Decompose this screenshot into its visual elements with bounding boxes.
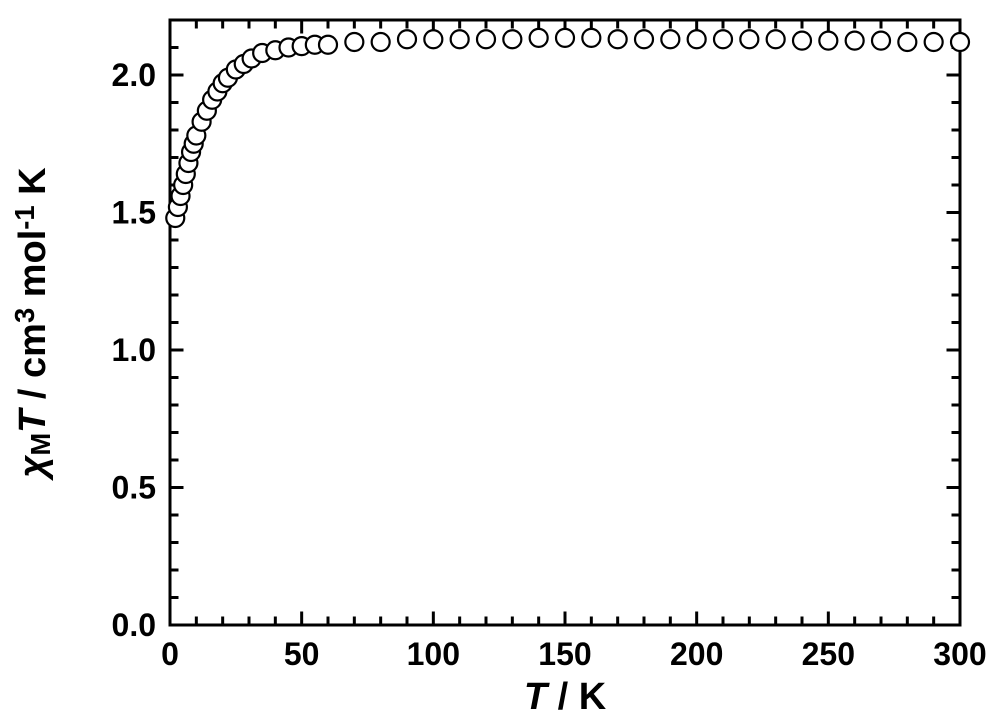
x-tick-label: 50 (284, 636, 320, 672)
data-point (372, 33, 390, 51)
data-point (635, 30, 653, 48)
plot-frame (170, 20, 960, 625)
y-tick-label: 2.0 (112, 57, 156, 93)
series-group (166, 29, 969, 227)
y-tick-label: 1.0 (112, 332, 156, 368)
x-axis-title: T / K (524, 676, 607, 718)
data-point (872, 32, 890, 50)
data-point (925, 33, 943, 51)
x-tick-label: 100 (407, 636, 460, 672)
chart-container: 0 50 100 150 200 250 300 0.0 0.5 1.0 1.5 2.0 T / K χM… (0, 0, 1000, 727)
data-point (424, 30, 442, 48)
data-point (556, 29, 574, 47)
x-tick-label: 250 (802, 636, 855, 672)
data-point (951, 33, 969, 51)
data-point (609, 30, 627, 48)
data-point (846, 32, 864, 50)
x-tick-label: 300 (933, 636, 986, 672)
chart-svg: 0 50 100 150 200 250 300 0.0 0.5 1.0 1.5 2.0 T / K χM… (0, 0, 1000, 727)
data-point (345, 33, 363, 51)
y-tick-label: 1.5 (112, 195, 156, 231)
data-point (582, 29, 600, 47)
x-tick-label: 200 (670, 636, 723, 672)
x-tick-label: 0 (161, 636, 179, 672)
data-point (714, 30, 732, 48)
x-tick-label: 150 (538, 636, 591, 672)
y-tick-label: 0.5 (112, 470, 156, 506)
data-point (688, 30, 706, 48)
data-point (767, 30, 785, 48)
y-axis-title: χMT / cm3 mol-1 K (9, 167, 56, 482)
data-point (503, 30, 521, 48)
data-point (898, 33, 916, 51)
data-point (451, 30, 469, 48)
data-point (793, 32, 811, 50)
data-point (530, 29, 548, 47)
y-tick-label: 0.0 (112, 607, 156, 643)
data-point (398, 30, 416, 48)
data-point (661, 30, 679, 48)
data-point (819, 32, 837, 50)
data-point (740, 30, 758, 48)
data-point (477, 30, 495, 48)
data-point (319, 36, 337, 54)
